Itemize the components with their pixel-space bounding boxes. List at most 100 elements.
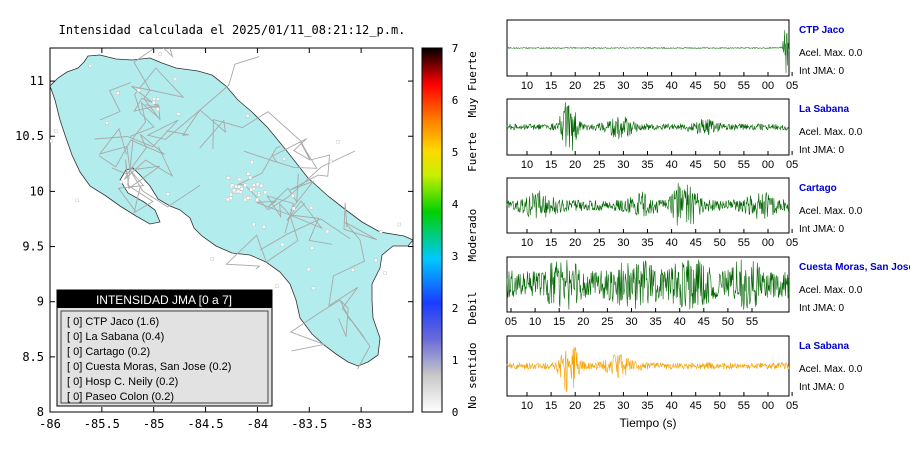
- town-marker: [246, 196, 250, 200]
- town-marker: [252, 183, 256, 187]
- station-max-accel: Acel. Max. 0.0: [799, 206, 863, 217]
- waveform-tick-label: 55: [746, 316, 758, 328]
- station-max-accel: Acel. Max. 0.0: [799, 48, 863, 59]
- colorbar-tick-label: 7: [452, 42, 459, 55]
- town-marker: [263, 190, 268, 195]
- colorbar-category-label: Debil: [466, 291, 479, 324]
- waveform-tick-label: 45: [690, 159, 702, 171]
- legend-body: [56, 289, 273, 407]
- waveform-tick-label: 15: [545, 80, 557, 92]
- colorbar-tick-label: 0: [452, 406, 459, 419]
- legend-item: [ 0] Hosp C. Neily (0.2): [67, 376, 178, 388]
- road: [99, 82, 132, 121]
- colorbar-category-label: No sentido: [466, 342, 479, 408]
- waveform-tick-label: 10: [521, 237, 533, 249]
- station-name: Cartago: [799, 183, 837, 194]
- road: [259, 218, 351, 251]
- waveform-tick-label: 50: [722, 316, 734, 328]
- waveform-panel: 10 15 20 25 30 35 40 45 50 55 00 05 Cartago Acel. Max…: [506, 177, 863, 249]
- town-marker: [173, 77, 177, 81]
- waveform-tick-label: 25: [593, 400, 605, 412]
- road: [98, 134, 165, 171]
- road: [289, 214, 333, 245]
- road: [166, 109, 201, 136]
- legend-item: [ 0] CTP Jaco (1.6): [67, 316, 159, 328]
- road: [129, 169, 201, 208]
- town-marker: [152, 96, 156, 101]
- road: [127, 169, 154, 214]
- road: [133, 89, 161, 122]
- town-marker: [237, 177, 242, 182]
- x-tick-label: -85.5: [84, 417, 120, 431]
- waveform-tick-label: 50: [714, 400, 726, 412]
- town-marker: [210, 257, 215, 261]
- waveform-panels: 10 15 20 25 30 35 40 45 50 55 00 05 CTP Jaco Acel. Ma…: [505, 19, 910, 412]
- town-marker: [232, 188, 236, 193]
- waveform-tick-label: 20: [569, 80, 581, 92]
- town-markers: [50, 52, 401, 291]
- waveform-trace: [506, 183, 790, 226]
- waveform-tick-label: 05: [505, 316, 517, 328]
- waveform-tick-label: 10: [521, 80, 533, 92]
- town-marker: [54, 129, 58, 133]
- town-marker: [379, 230, 383, 234]
- road: [289, 154, 331, 211]
- map-title: Intensidad calculada el 2025/01/11_08:21…: [59, 23, 406, 37]
- station-int-jma: Int JMA: 0: [799, 145, 844, 156]
- waveform-tick-label: 55: [738, 400, 750, 412]
- waveform-tick-label: 35: [641, 159, 653, 171]
- waveform-tick-label: 05: [786, 400, 798, 412]
- waveform-tick-label: 15: [553, 316, 565, 328]
- colorbar-tick-label: 2: [452, 302, 459, 315]
- town-marker: [309, 205, 313, 210]
- station-max-accel: Acel. Max. 0.0: [799, 364, 863, 375]
- x-tick-label: -84: [247, 417, 269, 431]
- waveform-tick-label: 50: [714, 159, 726, 171]
- colorbar-tick-label: 3: [452, 250, 459, 263]
- map-area: [50, 48, 413, 370]
- waveform-tick-label: 20: [569, 237, 581, 249]
- legend-item: [ 0] Cuesta Moras, San Jose (0.2): [67, 361, 231, 373]
- waveform-tick-label: 35: [649, 316, 661, 328]
- station-max-accel: Acel. Max. 0.0: [799, 285, 863, 296]
- station-int-jma: Int JMA: 0: [799, 66, 844, 77]
- waveform-tick-label: 30: [625, 316, 637, 328]
- waveform-tick-label: 40: [665, 80, 677, 92]
- waveform-tick-label: 20: [577, 316, 589, 328]
- colorbar-tick-label: 5: [452, 146, 459, 159]
- waveform-trace: [506, 102, 789, 151]
- waveform-panel: 05 10 15 20 25 30 35 40 45 50 55 Cuesta Moras, San …: [505, 256, 910, 328]
- town-marker: [243, 183, 247, 187]
- colorbar-tick-label: 1: [452, 354, 459, 367]
- town-marker: [252, 222, 256, 227]
- waveform-tick-label: 40: [665, 159, 677, 171]
- town-marker: [325, 229, 330, 234]
- town-marker: [306, 267, 311, 272]
- x-tick-label: -85: [143, 417, 165, 431]
- town-marker: [116, 91, 120, 95]
- y-tick-label: 11: [30, 74, 44, 88]
- waveform-panel: 10 15 20 25 30 35 40 45 50 55 00 05 CTP Jaco Acel. Ma…: [506, 19, 863, 92]
- town-marker: [226, 176, 231, 180]
- town-marker: [50, 139, 53, 143]
- town-marker: [156, 107, 160, 111]
- intensity-colorbar: 7 6 5 4 3 2 1 0 Muy Fuerte Fuerte Moderado Debil No…: [421, 42, 479, 419]
- waveform-tick-label: 15: [545, 159, 557, 171]
- y-tick-label: 10.5: [15, 129, 44, 143]
- town-marker: [230, 183, 235, 187]
- x-tick-label: -83.5: [291, 417, 327, 431]
- town-marker: [158, 52, 162, 56]
- colorbar-category-label: Muy Fuerte: [466, 51, 479, 117]
- waveform-tick-label: 15: [545, 237, 557, 249]
- waveform-tick-label: 10: [529, 316, 541, 328]
- road: [289, 299, 341, 352]
- legend-item: [ 0] Paseo Colon (0.2): [67, 391, 174, 403]
- y-tick-label: 9: [37, 295, 44, 309]
- station-name: CTP Jaco: [799, 25, 844, 36]
- town-marker: [291, 194, 295, 198]
- waveform-tick-label: 25: [593, 80, 605, 92]
- road: [133, 48, 174, 91]
- y-tick-label: 10: [30, 184, 44, 198]
- waveform-tick-label: 45: [690, 80, 702, 92]
